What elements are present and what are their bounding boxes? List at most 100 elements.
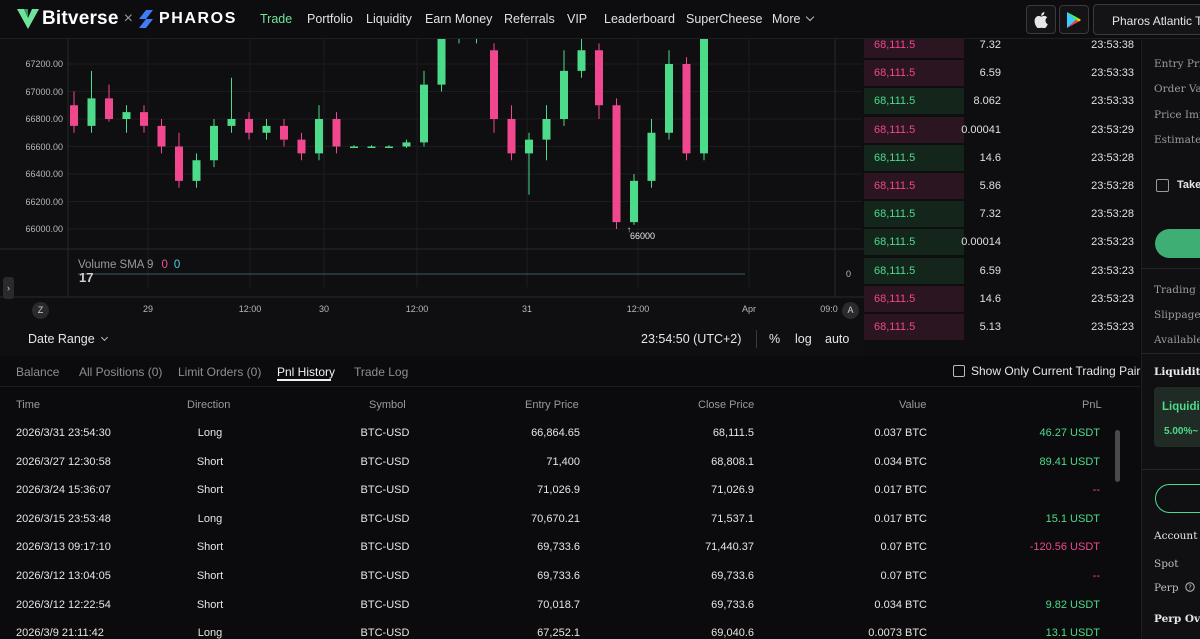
tab-pnl-history[interactable]: Pnl History <box>277 365 336 379</box>
log-scale-toggle[interactable]: log <box>795 332 812 346</box>
price-tick: 66800.00 <box>25 114 63 124</box>
table-row[interactable]: 2026/3/27 12:30:58 Short BTC-USD 71,400 68,8… <box>0 456 1112 484</box>
trade-depth-bar <box>864 257 964 284</box>
place-order-button[interactable] <box>1155 229 1200 258</box>
candle-body <box>210 125 218 161</box>
account-equity-label: Account E <box>1154 530 1200 542</box>
date-range-label: Date Range <box>28 332 95 346</box>
cell-time: 2026/3/24 15:36:07 <box>16 484 111 497</box>
apple-store-button[interactable] <box>1026 5 1056 34</box>
price-impact-label: Price Impa <box>1154 109 1200 121</box>
table-row[interactable]: 2026/3/31 23:54:30 Long BTC-USD 66,864.65 68… <box>0 427 1112 455</box>
cell-close-price: 69,733.6 <box>711 570 754 582</box>
brand-logo[interactable]: Bitverse × PHAROS <box>17 8 237 30</box>
candle <box>682 57 691 161</box>
active-tab-indicator <box>277 379 331 381</box>
time-tick: 12:00 <box>626 304 650 314</box>
chart-clock[interactable]: 23:54:50 (UTC+2) <box>641 332 742 346</box>
table-row[interactable]: 2026/3/12 13:04:05 Short BTC-USD 69,733.6 69… <box>0 570 1112 598</box>
volume-indicator-label: Volume SMA 9 <box>78 259 154 271</box>
nav-vip[interactable]: VIP <box>567 12 588 26</box>
nav-trade[interactable]: Trade <box>260 12 293 26</box>
cell-close-price: 69,733.6 <box>711 598 754 611</box>
axis-reset-button[interactable]: Z <box>32 302 49 319</box>
candle-body <box>227 119 236 126</box>
recent-trades: 68,111.5 7.32 23:53:38 68,111.5 6.59 23:53:33… <box>864 39 1140 356</box>
pharos-logo-icon <box>138 10 153 28</box>
cell-value: 0.0073 BTC <box>868 627 927 639</box>
deposit-button[interactable] <box>1155 484 1200 513</box>
candle-body <box>647 132 656 181</box>
col-time: Time <box>16 399 41 411</box>
price-chart[interactable]: 67200.00 67000.00 66800.00 66600.00 6640… <box>0 39 864 356</box>
nav-referrals[interactable]: Referrals <box>504 12 555 26</box>
table-scrollbar[interactable] <box>1115 430 1120 482</box>
trade-row: 68,111.5 14.6 23:53:28 <box>864 144 1140 171</box>
time-tick: 12:00 <box>238 304 262 314</box>
table-row[interactable]: 2026/3/15 23:53:48 Long BTC-USD 70,670.21 71… <box>0 513 1112 541</box>
candle-body <box>700 39 708 154</box>
percent-scale-toggle[interactable]: % <box>769 332 781 346</box>
info-icon[interactable]: ? <box>1185 582 1195 592</box>
nav-portfolio[interactable]: Portfolio <box>307 12 353 26</box>
cell-entry-price: 69,733.6 <box>537 541 580 554</box>
tab-all-positions[interactable]: All Positions (0) <box>79 365 163 379</box>
google-play-button[interactable] <box>1059 5 1089 34</box>
take-profit-checkbox[interactable] <box>1156 179 1169 192</box>
table-row[interactable]: 2026/3/24 15:36:07 Short BTC-USD 71,026.9 71… <box>0 484 1112 512</box>
trade-row: 68,111.5 14.6 23:53:23 <box>864 285 1140 312</box>
table-row[interactable]: 2026/3/13 09:17:10 Short BTC-USD 69,733.6 71… <box>0 541 1112 569</box>
table-row[interactable]: 2026/3/9 21:11:42 Long BTC-USD 67,252.1 69,0… <box>0 627 1112 639</box>
wallet-button[interactable]: Pharos Atlantic Te <box>1093 4 1200 35</box>
candle <box>402 139 411 148</box>
nav-more[interactable]: More <box>772 12 815 26</box>
candle-body <box>420 84 428 143</box>
trade-price: 68,111.5 <box>874 180 916 192</box>
volume-value: 0 <box>161 259 168 271</box>
candlestick-chart[interactable] <box>0 39 864 356</box>
cell-close-price: 71,026.9 <box>711 484 754 497</box>
cell-close-price: 68,808.1 <box>711 455 754 468</box>
nav-leaderboard[interactable]: Leaderboard <box>604 12 675 26</box>
candle-body <box>157 125 166 147</box>
cell-direction: Short <box>196 541 224 554</box>
trade-size: 6.59 <box>979 67 1001 80</box>
cell-symbol: BTC-USD <box>360 627 410 639</box>
show-current-pair-toggle[interactable]: Show Only Current Trading Pair <box>953 364 1140 378</box>
tab-trade-log[interactable]: Trade Log <box>354 365 409 379</box>
divider <box>1142 469 1200 470</box>
cell-time: 2026/3/9 21:11:42 <box>16 627 104 639</box>
table-row[interactable]: 2026/3/12 12:22:54 Short BTC-USD 70,018.7 69… <box>0 599 1112 627</box>
nav-liquidity[interactable]: Liquidity <box>366 12 412 26</box>
tradingview-logo[interactable]: 17 <box>79 270 94 285</box>
trade-time: 23:53:33 <box>1091 67 1134 80</box>
trade-price: 68,111.5 <box>874 236 916 249</box>
cell-entry-price: 71,400 <box>546 455 580 468</box>
trade-time: 23:53:28 <box>1091 180 1134 192</box>
col-entry-price: Entry Price <box>525 399 579 411</box>
candle <box>542 105 551 161</box>
candle-body <box>507 119 516 154</box>
price-tick: 66000.00 <box>25 224 63 234</box>
auto-scale-button[interactable]: A <box>842 302 859 319</box>
checkbox[interactable] <box>953 365 965 377</box>
candle-body <box>525 139 533 154</box>
tab-balance[interactable]: Balance <box>16 365 60 379</box>
tab-limit-orders[interactable]: Limit Orders (0) <box>178 365 262 379</box>
liquidity-card[interactable]: Liquidi 5.00%~ <box>1154 387 1200 447</box>
auto-scale-toggle[interactable]: auto <box>825 332 850 346</box>
cell-time: 2026/3/12 12:22:54 <box>16 598 111 611</box>
date-range-dropdown[interactable]: Date Range <box>28 332 108 346</box>
col-close-price: Close Price <box>698 399 755 411</box>
trade-row: 68,111.5 0.00014 23:53:23 <box>864 229 1140 256</box>
low-marker-label: 66000 <box>630 231 656 241</box>
trade-size: 14.6 <box>979 292 1001 305</box>
cell-close-price: 69,040.6 <box>711 627 754 639</box>
chart-collapse-toggle[interactable]: › <box>3 277 14 299</box>
candle <box>507 105 516 161</box>
nav-earn-money[interactable]: Earn Money <box>425 12 493 26</box>
trade-row: 68,111.5 5.13 23:53:23 <box>864 314 1140 340</box>
take-profit-label: Take <box>1177 179 1200 191</box>
nav-supercheese[interactable]: SuperCheese <box>686 12 763 26</box>
